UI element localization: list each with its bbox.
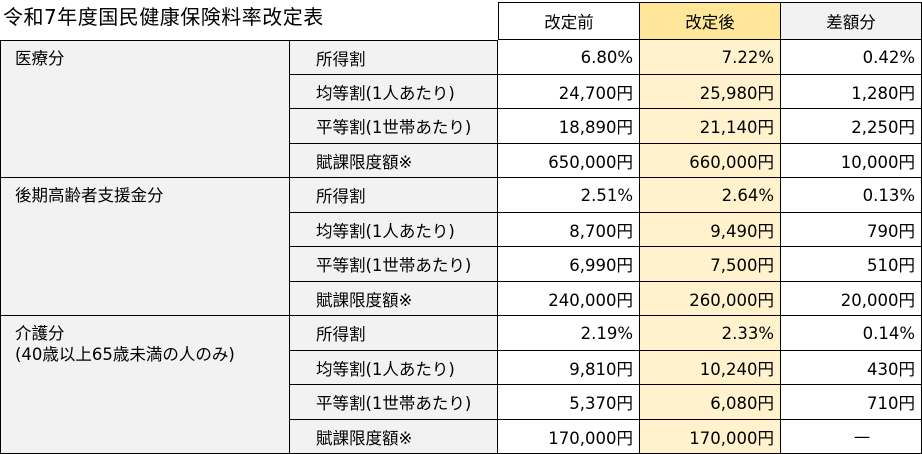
item-label: 所得割 (290, 316, 498, 351)
value-diff: 1,280円 (781, 75, 922, 109)
header-diff: 差額分 (781, 2, 922, 40)
page-title: 令和7年度国民健康保険料率改定表 (3, 5, 324, 29)
item-label: 平等割(1世帯あたり) (290, 385, 498, 420)
category-label: 介護分 (15, 324, 65, 343)
value-before: 6.80% (498, 40, 640, 75)
value-diff: 790円 (781, 213, 922, 247)
value-after: 10,240円 (640, 351, 781, 385)
value-before: 6,990円 (498, 247, 640, 282)
value-diff: 10,000円 (781, 144, 922, 178)
header-before: 改定前 (498, 2, 640, 40)
value-diff: — (781, 420, 922, 454)
value-diff: 430円 (781, 351, 922, 385)
value-after: 170,000円 (640, 420, 781, 454)
value-after: 2.64% (640, 178, 781, 213)
value-before: 650,000円 (498, 144, 640, 178)
category-cell: 介護分 (40歳以上65歳未満の人のみ) (0, 316, 290, 454)
value-after: 7.22% (640, 40, 781, 75)
item-label: 所得割 (290, 178, 498, 213)
value-before: 18,890円 (498, 109, 640, 144)
value-diff: 0.13% (781, 178, 922, 213)
value-after: 21,140円 (640, 109, 781, 144)
value-after: 25,980円 (640, 75, 781, 109)
item-label: 均等割(1人あたり) (290, 351, 498, 385)
value-before: 2.51% (498, 178, 640, 213)
category-label: 医療分 (15, 49, 65, 68)
value-before: 9,810円 (498, 351, 640, 385)
value-diff: 710円 (781, 385, 922, 420)
item-label: 賦課限度額※ (290, 144, 498, 178)
category-label: (40歳以上65歳未満の人のみ) (15, 345, 235, 364)
value-diff: 510円 (781, 247, 922, 282)
header-after: 改定後 (640, 2, 781, 40)
item-label: 平等割(1世帯あたり) (290, 247, 498, 282)
value-after: 6,080円 (640, 385, 781, 420)
value-after: 2.33% (640, 316, 781, 351)
item-label: 所得割 (290, 40, 498, 75)
item-label: 均等割(1人あたり) (290, 75, 498, 109)
value-diff: 2,250円 (781, 109, 922, 144)
value-before: 2.19% (498, 316, 640, 351)
item-label: 賦課限度額※ (290, 282, 498, 316)
category-cell: 後期高齢者支援金分 (0, 178, 290, 316)
item-label: 賦課限度額※ (290, 420, 498, 454)
value-before: 8,700円 (498, 213, 640, 247)
value-before: 5,370円 (498, 385, 640, 420)
category-cell: 医療分 (0, 40, 290, 178)
value-diff: 0.14% (781, 316, 922, 351)
value-after: 7,500円 (640, 247, 781, 282)
item-label: 平等割(1世帯あたり) (290, 109, 498, 144)
category-label: 後期高齢者支援金分 (15, 186, 164, 205)
value-after: 660,000円 (640, 144, 781, 178)
value-before: 170,000円 (498, 420, 640, 454)
value-diff: 0.42% (781, 40, 922, 75)
value-diff: 20,000円 (781, 282, 922, 316)
value-after: 9,490円 (640, 213, 781, 247)
value-after: 260,000円 (640, 282, 781, 316)
item-label: 均等割(1人あたり) (290, 213, 498, 247)
value-before: 240,000円 (498, 282, 640, 316)
value-before: 24,700円 (498, 75, 640, 109)
